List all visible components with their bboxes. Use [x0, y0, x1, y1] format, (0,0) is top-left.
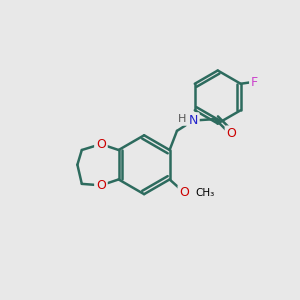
Text: CH₃: CH₃ [196, 188, 215, 198]
Text: H: H [178, 114, 186, 124]
Text: O: O [96, 179, 106, 192]
Text: F: F [251, 76, 258, 89]
Text: O: O [226, 127, 236, 140]
Text: O: O [179, 186, 189, 199]
Text: N: N [188, 114, 198, 127]
Text: O: O [96, 138, 106, 151]
